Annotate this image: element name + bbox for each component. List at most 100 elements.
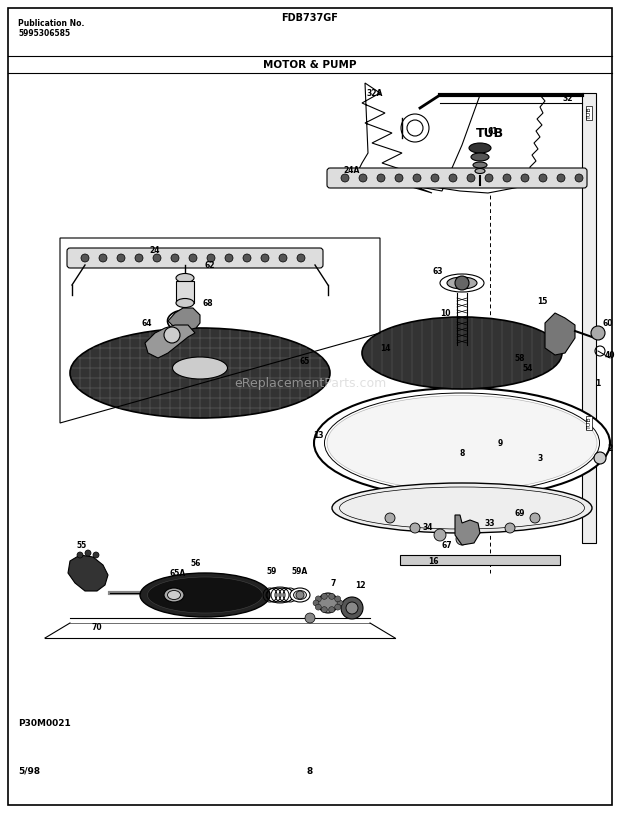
Text: 62: 62	[205, 260, 215, 269]
Circle shape	[318, 593, 338, 613]
Text: FDB737GF: FDB737GF	[281, 13, 339, 23]
Text: 68: 68	[203, 298, 213, 307]
Bar	[400, 555, 560, 565]
Text: 9: 9	[497, 438, 503, 447]
Circle shape	[171, 254, 179, 262]
Polygon shape	[68, 555, 108, 591]
Text: 60: 60	[603, 319, 613, 328]
Text: eReplacementParts.com: eReplacementParts.com	[234, 376, 386, 389]
Ellipse shape	[327, 395, 597, 490]
Text: 24: 24	[150, 246, 160, 254]
Ellipse shape	[475, 168, 485, 173]
Text: 15: 15	[537, 297, 547, 306]
Circle shape	[359, 174, 367, 182]
Circle shape	[153, 254, 161, 262]
Circle shape	[189, 254, 197, 262]
Text: 59: 59	[267, 567, 277, 576]
Circle shape	[385, 513, 395, 523]
Text: 7: 7	[330, 579, 335, 588]
Circle shape	[135, 254, 143, 262]
Circle shape	[243, 254, 251, 262]
Text: 10: 10	[440, 308, 450, 318]
Text: 8: 8	[307, 767, 313, 776]
Ellipse shape	[440, 274, 484, 292]
Text: 67: 67	[441, 541, 453, 550]
Circle shape	[401, 114, 429, 142]
Circle shape	[485, 174, 493, 182]
Circle shape	[395, 174, 403, 182]
Text: 24A: 24A	[344, 166, 360, 175]
Text: P30M0021: P30M0021	[18, 719, 71, 728]
Text: 34: 34	[423, 524, 433, 533]
Circle shape	[557, 174, 565, 182]
Bar	[582, 93, 596, 543]
Ellipse shape	[164, 588, 184, 602]
Circle shape	[341, 174, 349, 182]
Circle shape	[521, 174, 529, 182]
Text: MOTOR & PUMP: MOTOR & PUMP	[264, 60, 356, 70]
Ellipse shape	[176, 298, 194, 307]
Circle shape	[337, 600, 343, 606]
Text: 56: 56	[191, 559, 201, 567]
FancyBboxPatch shape	[67, 248, 323, 268]
Ellipse shape	[148, 577, 262, 613]
Circle shape	[591, 326, 605, 340]
Text: Publication No.: Publication No.	[18, 19, 84, 28]
Circle shape	[313, 600, 319, 606]
Text: 54: 54	[523, 363, 533, 372]
Circle shape	[85, 550, 91, 556]
Polygon shape	[455, 515, 480, 545]
Ellipse shape	[471, 153, 489, 161]
Circle shape	[316, 596, 321, 602]
Polygon shape	[357, 83, 545, 193]
Ellipse shape	[167, 590, 180, 599]
Polygon shape	[168, 308, 200, 330]
Circle shape	[117, 254, 125, 262]
Circle shape	[456, 533, 468, 545]
Circle shape	[575, 174, 583, 182]
Circle shape	[316, 604, 321, 610]
Circle shape	[530, 513, 540, 523]
Text: 16: 16	[428, 557, 438, 566]
Circle shape	[296, 591, 304, 599]
Text: TUB: TUB	[476, 127, 504, 140]
Text: 32: 32	[563, 93, 574, 102]
Circle shape	[99, 254, 107, 262]
Text: 58: 58	[515, 354, 525, 363]
Circle shape	[93, 552, 99, 558]
Circle shape	[279, 254, 287, 262]
Circle shape	[329, 593, 335, 599]
Circle shape	[261, 254, 269, 262]
Ellipse shape	[176, 273, 194, 282]
Text: 1: 1	[595, 379, 601, 388]
Circle shape	[225, 254, 233, 262]
Text: 65A: 65A	[170, 568, 186, 577]
Text: 32A: 32A	[367, 89, 383, 98]
Circle shape	[467, 174, 475, 182]
Circle shape	[449, 174, 457, 182]
Text: 14: 14	[379, 344, 390, 353]
Circle shape	[81, 254, 89, 262]
Circle shape	[321, 606, 327, 613]
Circle shape	[77, 552, 83, 558]
Ellipse shape	[70, 328, 330, 418]
Text: 65: 65	[300, 356, 310, 366]
Text: 8: 8	[459, 449, 464, 458]
Text: 40: 40	[604, 350, 615, 359]
Circle shape	[321, 593, 327, 599]
Text: 5995306585: 5995306585	[18, 28, 70, 37]
Ellipse shape	[172, 357, 228, 379]
Circle shape	[505, 523, 515, 533]
FancyBboxPatch shape	[327, 168, 587, 188]
Circle shape	[335, 604, 341, 610]
Circle shape	[413, 174, 421, 182]
Ellipse shape	[469, 143, 491, 153]
Text: TUB: TUB	[587, 107, 591, 120]
Text: 59A: 59A	[292, 567, 308, 576]
Circle shape	[297, 254, 305, 262]
Polygon shape	[545, 313, 575, 355]
Text: 61: 61	[488, 127, 498, 136]
Ellipse shape	[473, 162, 487, 168]
Ellipse shape	[332, 483, 592, 533]
Text: 3: 3	[538, 454, 542, 463]
